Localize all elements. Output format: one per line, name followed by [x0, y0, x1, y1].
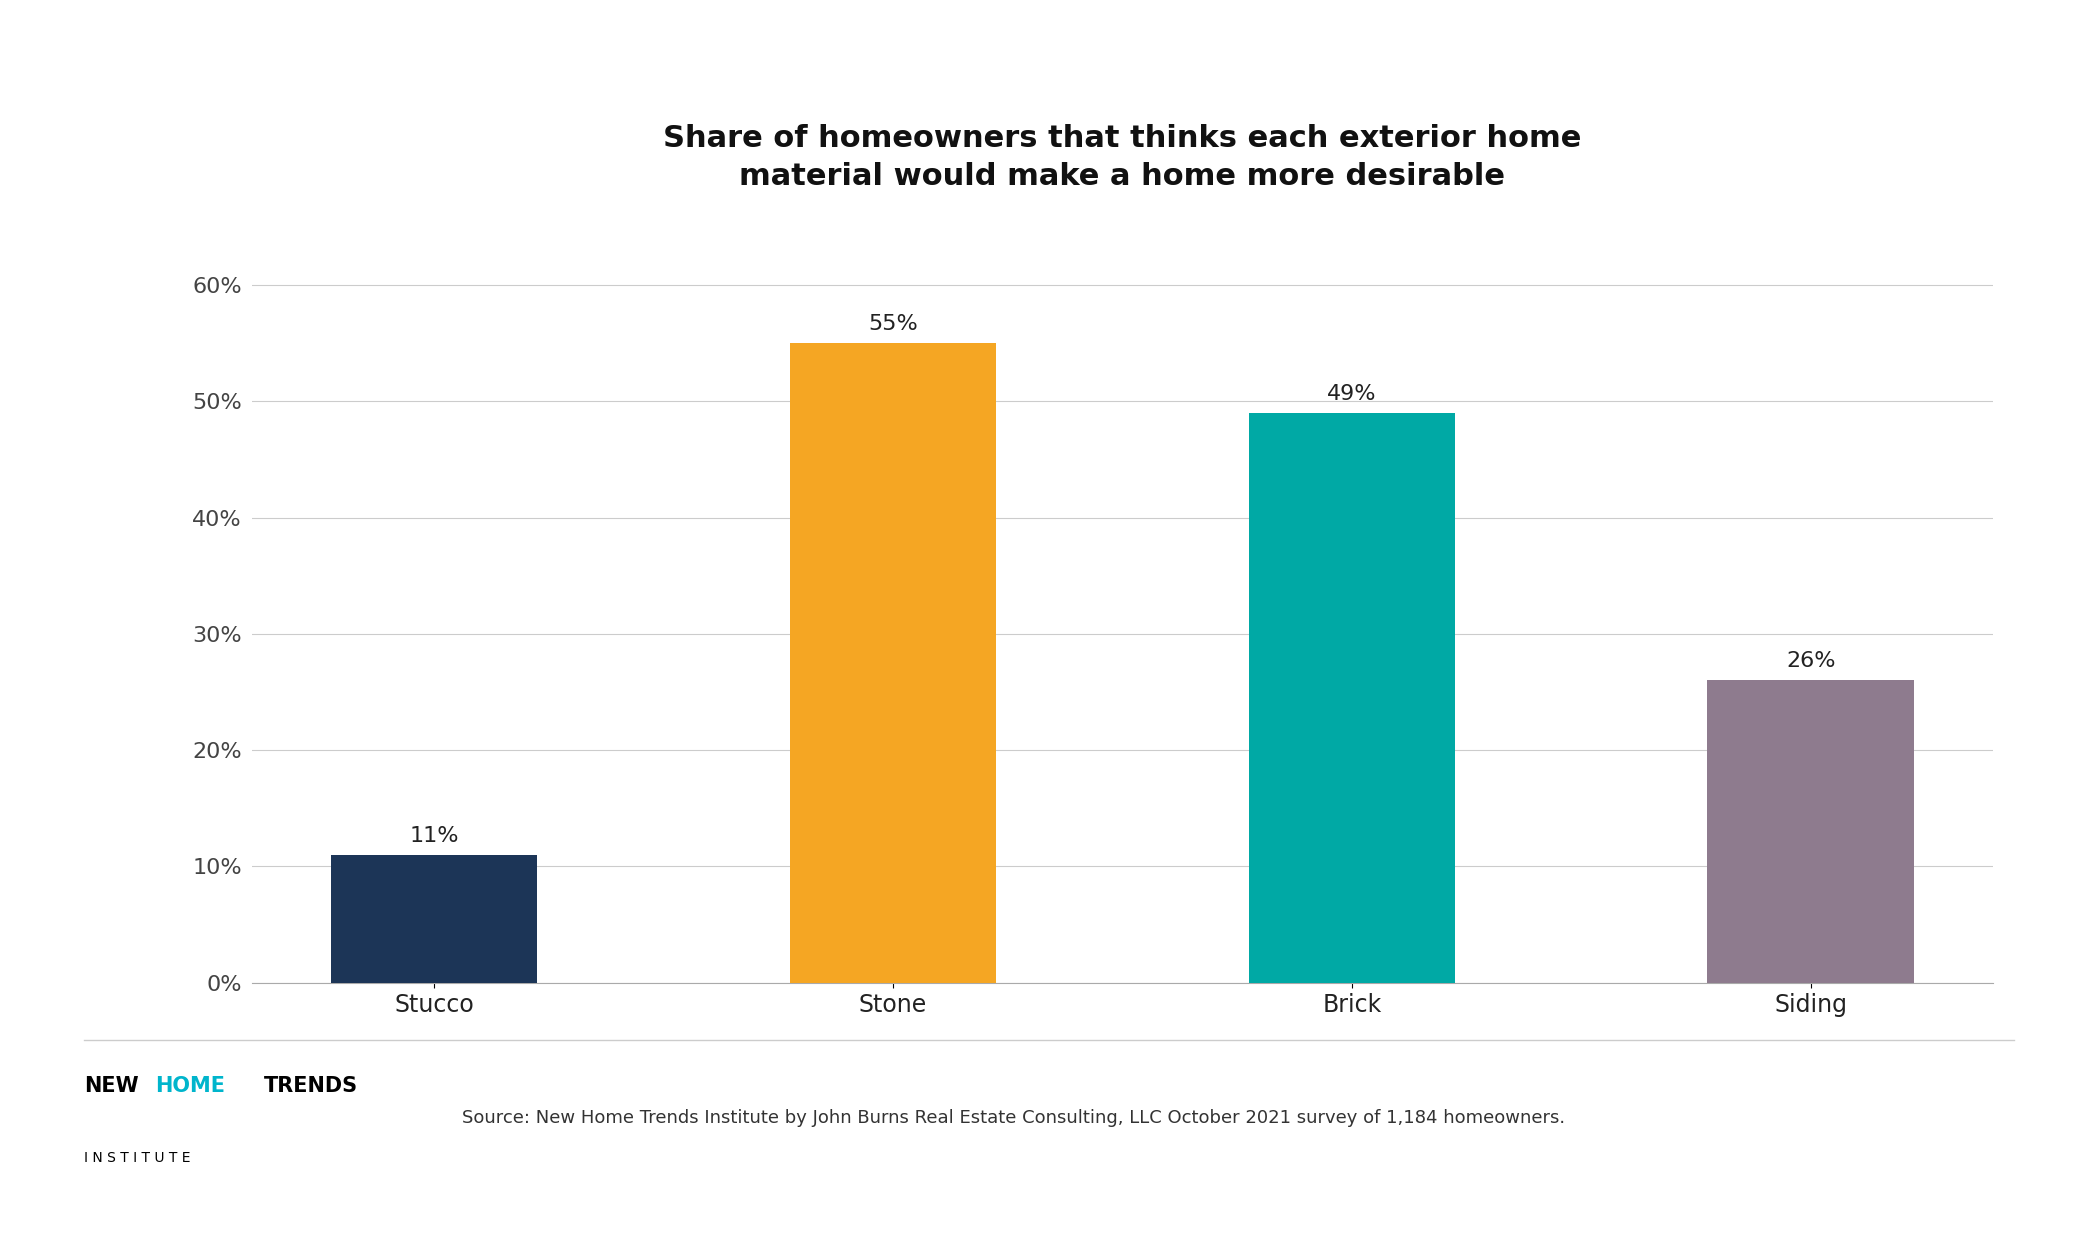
- Text: 11%: 11%: [409, 825, 459, 845]
- Text: Source: New Home Trends Institute by John Burns Real Estate Consulting, LLC Octo: Source: New Home Trends Institute by Joh…: [462, 1109, 1565, 1128]
- Bar: [331, 854, 537, 983]
- Text: 55%: 55%: [869, 314, 919, 334]
- Text: NEW: NEW: [84, 1076, 138, 1096]
- Text: 49%: 49%: [1328, 383, 1376, 403]
- Bar: [789, 343, 997, 983]
- Text: 26%: 26%: [1785, 651, 1836, 672]
- Bar: [1708, 680, 1913, 983]
- Text: HOME: HOME: [155, 1076, 224, 1096]
- Bar: [1248, 413, 1456, 983]
- Text: TRENDS: TRENDS: [264, 1076, 359, 1096]
- Text: I N S T I T U T E: I N S T I T U T E: [84, 1152, 191, 1166]
- Title: Share of homeowners that thinks each exterior home
material would make a home mo: Share of homeowners that thinks each ext…: [663, 123, 1582, 192]
